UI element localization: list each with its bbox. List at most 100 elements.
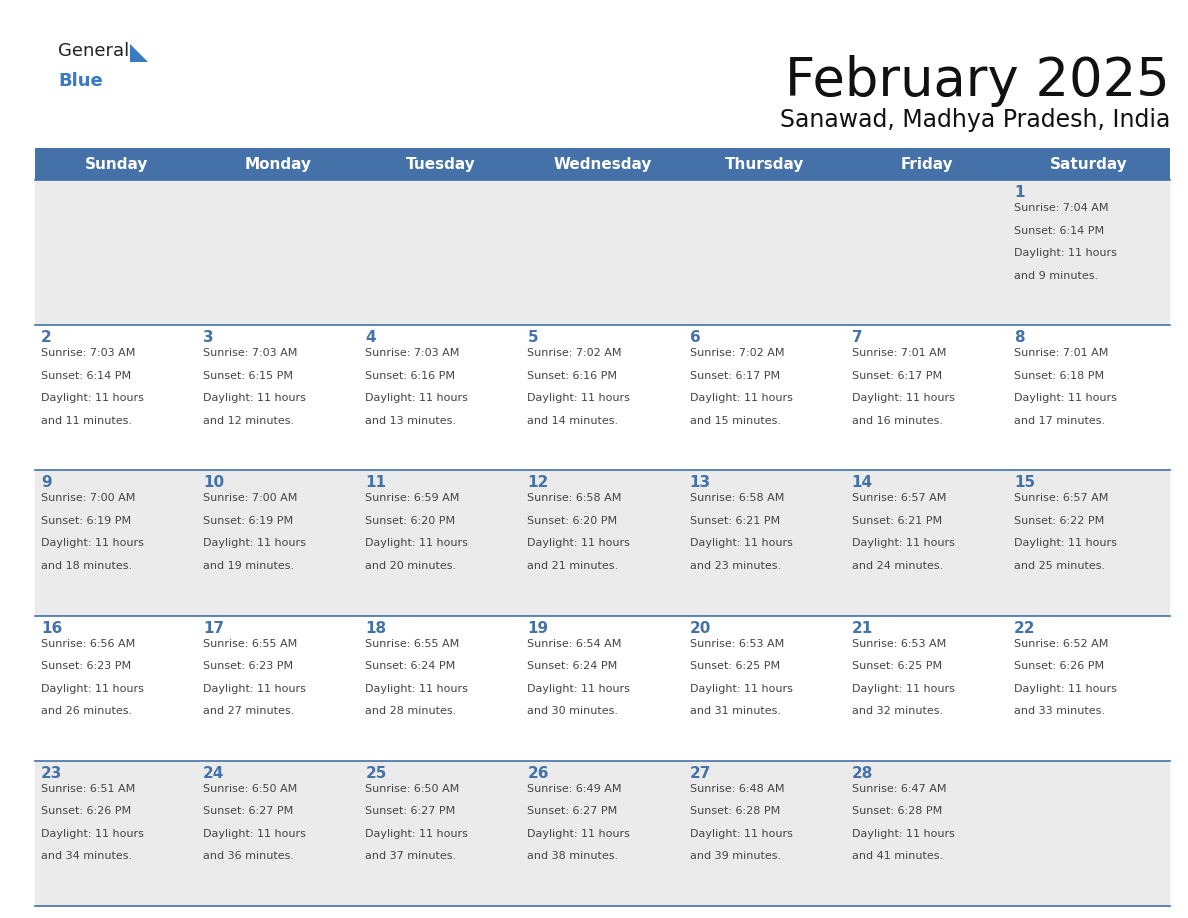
Text: 18: 18 (365, 621, 386, 635)
Text: and 31 minutes.: and 31 minutes. (689, 706, 781, 716)
Text: 15: 15 (1013, 476, 1035, 490)
Text: 14: 14 (852, 476, 873, 490)
Text: and 33 minutes.: and 33 minutes. (1013, 706, 1105, 716)
Text: 27: 27 (689, 766, 710, 781)
Text: and 24 minutes.: and 24 minutes. (852, 561, 943, 571)
Text: Sunrise: 7:02 AM: Sunrise: 7:02 AM (689, 348, 784, 358)
Text: Sunset: 6:26 PM: Sunset: 6:26 PM (42, 806, 131, 816)
Bar (34, 761, 1170, 906)
Text: Sunset: 6:24 PM: Sunset: 6:24 PM (365, 661, 455, 671)
Text: 17: 17 (203, 621, 225, 635)
Text: and 18 minutes.: and 18 minutes. (42, 561, 132, 571)
Text: Daylight: 11 hours: Daylight: 11 hours (203, 539, 307, 548)
Text: 4: 4 (365, 330, 375, 345)
Text: 22: 22 (1013, 621, 1036, 635)
Text: and 37 minutes.: and 37 minutes. (365, 851, 456, 861)
Text: Daylight: 11 hours: Daylight: 11 hours (527, 684, 631, 694)
Text: Sunrise: 7:02 AM: Sunrise: 7:02 AM (527, 348, 623, 358)
Text: Sunrise: 7:03 AM: Sunrise: 7:03 AM (365, 348, 460, 358)
Text: Sunset: 6:25 PM: Sunset: 6:25 PM (852, 661, 942, 671)
Text: and 27 minutes.: and 27 minutes. (203, 706, 295, 716)
Text: Daylight: 11 hours: Daylight: 11 hours (203, 829, 307, 839)
Text: and 12 minutes.: and 12 minutes. (203, 416, 295, 426)
Text: Thursday: Thursday (725, 156, 804, 172)
Text: Sunrise: 6:52 AM: Sunrise: 6:52 AM (1013, 639, 1108, 649)
Text: Daylight: 11 hours: Daylight: 11 hours (365, 684, 468, 694)
Text: and 32 minutes.: and 32 minutes. (852, 706, 943, 716)
Text: 16: 16 (42, 621, 62, 635)
Text: 19: 19 (527, 621, 549, 635)
Text: Sunset: 6:14 PM: Sunset: 6:14 PM (1013, 226, 1104, 236)
Text: Daylight: 11 hours: Daylight: 11 hours (1013, 248, 1117, 258)
Text: Friday: Friday (901, 156, 953, 172)
Text: 12: 12 (527, 476, 549, 490)
Text: Tuesday: Tuesday (405, 156, 475, 172)
Text: and 13 minutes.: and 13 minutes. (365, 416, 456, 426)
Text: and 19 minutes.: and 19 minutes. (203, 561, 295, 571)
Bar (34, 180, 1170, 325)
Text: Sunrise: 6:56 AM: Sunrise: 6:56 AM (42, 639, 135, 649)
Text: Blue: Blue (58, 72, 102, 90)
Text: and 11 minutes.: and 11 minutes. (42, 416, 132, 426)
Text: 5: 5 (527, 330, 538, 345)
Text: and 39 minutes.: and 39 minutes. (689, 851, 781, 861)
Text: Daylight: 11 hours: Daylight: 11 hours (852, 829, 955, 839)
Text: and 9 minutes.: and 9 minutes. (1013, 271, 1098, 281)
Text: 7: 7 (852, 330, 862, 345)
Text: Sunset: 6:26 PM: Sunset: 6:26 PM (1013, 661, 1104, 671)
Text: Sunrise: 6:53 AM: Sunrise: 6:53 AM (852, 639, 946, 649)
Text: Sunset: 6:25 PM: Sunset: 6:25 PM (689, 661, 779, 671)
Polygon shape (129, 44, 148, 62)
Text: and 23 minutes.: and 23 minutes. (689, 561, 781, 571)
Text: Daylight: 11 hours: Daylight: 11 hours (42, 393, 144, 403)
Text: and 20 minutes.: and 20 minutes. (365, 561, 456, 571)
Text: 11: 11 (365, 476, 386, 490)
Text: Daylight: 11 hours: Daylight: 11 hours (852, 393, 955, 403)
Text: Daylight: 11 hours: Daylight: 11 hours (365, 393, 468, 403)
Text: Daylight: 11 hours: Daylight: 11 hours (689, 829, 792, 839)
Text: Sunrise: 7:03 AM: Sunrise: 7:03 AM (203, 348, 297, 358)
Text: 25: 25 (365, 766, 386, 781)
Text: Sunset: 6:22 PM: Sunset: 6:22 PM (1013, 516, 1104, 526)
Text: Sunset: 6:23 PM: Sunset: 6:23 PM (203, 661, 293, 671)
Bar (34, 148, 1170, 180)
Text: Sunset: 6:19 PM: Sunset: 6:19 PM (203, 516, 293, 526)
Bar (34, 325, 1170, 470)
Text: Daylight: 11 hours: Daylight: 11 hours (689, 684, 792, 694)
Text: Sunset: 6:16 PM: Sunset: 6:16 PM (527, 371, 618, 381)
Text: Sunrise: 7:03 AM: Sunrise: 7:03 AM (42, 348, 135, 358)
Text: Sunrise: 6:59 AM: Sunrise: 6:59 AM (365, 493, 460, 503)
Text: Daylight: 11 hours: Daylight: 11 hours (1013, 684, 1117, 694)
Text: 24: 24 (203, 766, 225, 781)
Text: Daylight: 11 hours: Daylight: 11 hours (852, 684, 955, 694)
Text: Sunrise: 6:53 AM: Sunrise: 6:53 AM (689, 639, 784, 649)
Text: Sunset: 6:20 PM: Sunset: 6:20 PM (365, 516, 455, 526)
Text: Sunrise: 6:50 AM: Sunrise: 6:50 AM (203, 784, 297, 794)
Text: and 34 minutes.: and 34 minutes. (42, 851, 132, 861)
Text: Sanawad, Madhya Pradesh, India: Sanawad, Madhya Pradesh, India (779, 108, 1170, 132)
Text: Daylight: 11 hours: Daylight: 11 hours (203, 684, 307, 694)
Text: Sunset: 6:24 PM: Sunset: 6:24 PM (527, 661, 618, 671)
Text: Sunset: 6:19 PM: Sunset: 6:19 PM (42, 516, 131, 526)
Text: General: General (58, 42, 129, 60)
Text: Wednesday: Wednesday (554, 156, 652, 172)
Text: Daylight: 11 hours: Daylight: 11 hours (852, 539, 955, 548)
Text: Daylight: 11 hours: Daylight: 11 hours (1013, 539, 1117, 548)
Text: 20: 20 (689, 621, 710, 635)
Text: Saturday: Saturday (1050, 156, 1127, 172)
Text: Sunset: 6:28 PM: Sunset: 6:28 PM (852, 806, 942, 816)
Text: Sunrise: 6:57 AM: Sunrise: 6:57 AM (852, 493, 946, 503)
Text: Daylight: 11 hours: Daylight: 11 hours (365, 829, 468, 839)
Text: and 17 minutes.: and 17 minutes. (1013, 416, 1105, 426)
Text: Sunset: 6:27 PM: Sunset: 6:27 PM (203, 806, 293, 816)
Text: Sunday: Sunday (84, 156, 147, 172)
Text: Daylight: 11 hours: Daylight: 11 hours (42, 539, 144, 548)
Text: Sunrise: 6:51 AM: Sunrise: 6:51 AM (42, 784, 135, 794)
Text: 3: 3 (203, 330, 214, 345)
Text: February 2025: February 2025 (785, 55, 1170, 107)
Text: Sunrise: 6:47 AM: Sunrise: 6:47 AM (852, 784, 946, 794)
Text: Sunset: 6:16 PM: Sunset: 6:16 PM (365, 371, 455, 381)
Text: 8: 8 (1013, 330, 1024, 345)
Text: Sunrise: 6:54 AM: Sunrise: 6:54 AM (527, 639, 621, 649)
Text: Sunset: 6:27 PM: Sunset: 6:27 PM (527, 806, 618, 816)
